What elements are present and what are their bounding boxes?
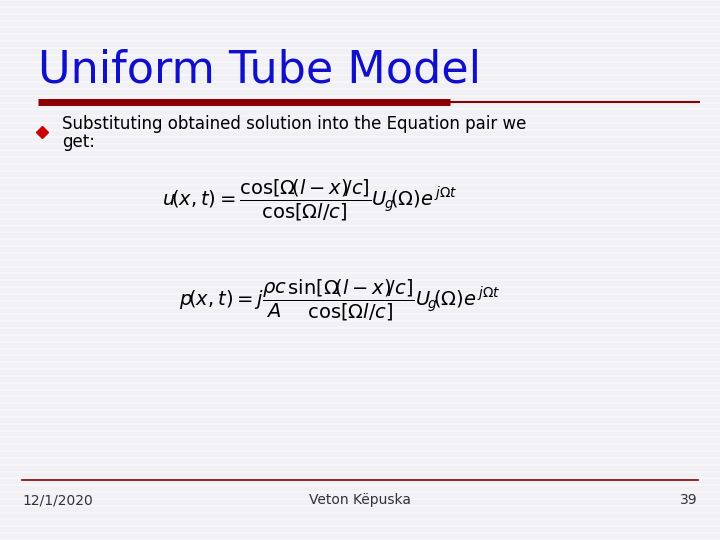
Text: 39: 39 — [680, 493, 698, 507]
Text: Uniform Tube Model: Uniform Tube Model — [38, 49, 481, 91]
Text: $p\!\left(x,t\right)=j\dfrac{\rho c}{A}\dfrac{\sin\!\left[\Omega\!\left(l-x\righ: $p\!\left(x,t\right)=j\dfrac{\rho c}{A}\… — [179, 278, 500, 322]
Text: Veton Këpuska: Veton Këpuska — [309, 493, 411, 507]
Text: $u\!\left(x,t\right)=\dfrac{\cos\!\left[\Omega\!\left(l-x\right)\!/c\right]}{\co: $u\!\left(x,t\right)=\dfrac{\cos\!\left[… — [163, 178, 458, 222]
Text: 12/1/2020: 12/1/2020 — [22, 493, 93, 507]
Text: get:: get: — [62, 133, 95, 151]
Text: Substituting obtained solution into the Equation pair we: Substituting obtained solution into the … — [62, 115, 526, 133]
